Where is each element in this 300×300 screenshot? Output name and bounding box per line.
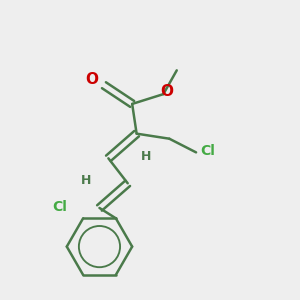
Text: O: O xyxy=(85,72,98,87)
Text: H: H xyxy=(141,150,152,163)
Text: Cl: Cl xyxy=(200,144,215,158)
Text: Cl: Cl xyxy=(52,200,67,214)
Text: H: H xyxy=(81,174,91,187)
Text: O: O xyxy=(160,84,173,99)
